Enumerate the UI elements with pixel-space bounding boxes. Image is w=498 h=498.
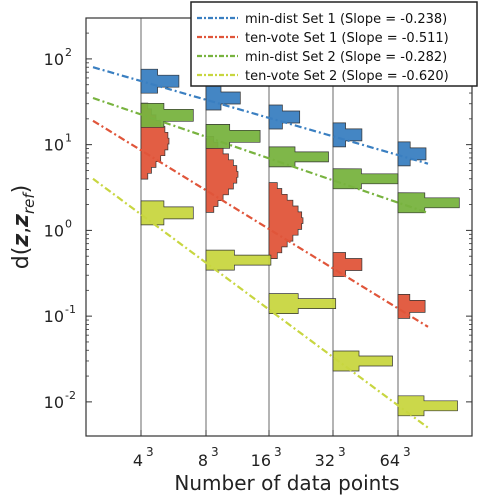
fit-line-1 [92, 66, 429, 165]
legend-label-2: ten-vote Set 1 (Slope = -0.511) [245, 31, 449, 46]
histogram-1-4 [332, 122, 363, 148]
fit-line-2 [92, 119, 429, 328]
histograms [140, 68, 460, 417]
y-tick-label: 10 [44, 221, 64, 240]
histogram-2-4 [332, 252, 363, 277]
y-tick-exponent: 2 [65, 46, 72, 59]
x-tick-label: 64 [380, 451, 400, 470]
legend-label-4: ten-vote Set 2 (Slope = -0.620) [245, 69, 449, 84]
y-axis-label: d(z,zref) [9, 185, 38, 269]
y-tick-exponent: 1 [65, 132, 72, 145]
histogram-3-1 [140, 102, 194, 128]
fit-lines [92, 66, 429, 429]
y-tick-exponent: 0 [65, 217, 72, 230]
x-tick-label: 8 [198, 451, 208, 470]
x-tick-label: 16 [251, 451, 271, 470]
y-tick-label: 10 [44, 50, 64, 69]
histogram-4-1 [140, 200, 194, 226]
legend-label-3: min-dist Set 2 (Slope = -0.282) [245, 50, 447, 65]
x-tick-exponent: 3 [211, 445, 219, 459]
y-tick-label: 10 [44, 393, 64, 412]
x-axis-ticks: 4 3 8 3 16 3 32 3 64 3 [133, 430, 411, 470]
fit-line-3 [92, 96, 429, 214]
histogram-1-5 [397, 141, 427, 167]
histogram-2-3 [268, 182, 304, 259]
x-tick-label: 32 [315, 451, 335, 470]
x-tick-label: 4 [133, 451, 143, 470]
legend-label-1: min-dist Set 1 (Slope = -0.238) [245, 12, 447, 27]
histogram-4-2 [205, 249, 272, 271]
x-tick-exponent: 3 [338, 445, 346, 459]
y-tick-label: 10 [44, 307, 64, 326]
histogram-3-5 [397, 192, 460, 214]
x-axis-label: Number of data points [174, 471, 399, 495]
histogram-3-2 [205, 123, 261, 149]
y-tick-label: 10 [44, 136, 64, 155]
y-tick-exponent: -2 [65, 389, 76, 402]
histogram-1-2 [205, 85, 241, 111]
legend-box [190, 1, 478, 87]
x-tick-exponent: 3 [403, 445, 411, 459]
x-tick-exponent: 3 [146, 445, 154, 459]
x-tick-exponent: 3 [274, 445, 282, 459]
histogram-3-4 [332, 168, 399, 190]
histogram-1-1 [140, 68, 180, 94]
histogram-1-3 [268, 104, 301, 130]
legend: min-dist Set 1 (Slope = -0.238) ten-vote … [190, 1, 478, 87]
histogram-4-3 [268, 293, 337, 314]
histogram-4-4 [332, 350, 393, 372]
fit-line-4 [92, 177, 429, 429]
y-tick-exponent: -1 [65, 303, 76, 316]
histogram-3-3 [268, 146, 329, 168]
